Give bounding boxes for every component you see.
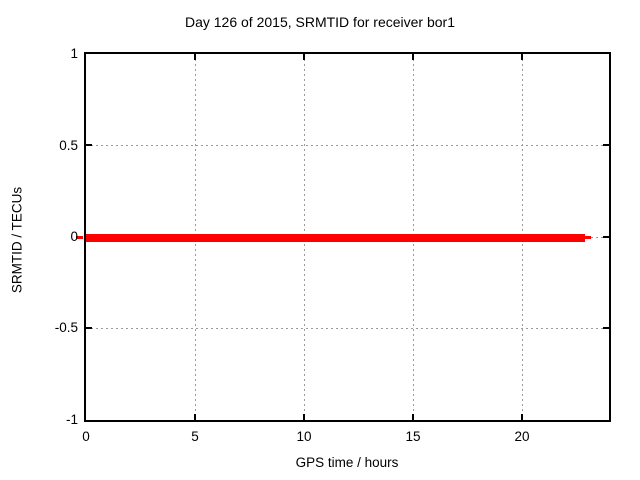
tick-mark — [521, 54, 523, 60]
gridline-horizontal-0p5 — [86, 145, 609, 146]
tick-mark — [603, 144, 609, 146]
gridline-horizontal-neg0p5 — [86, 328, 609, 329]
x-tick-label: 15 — [405, 429, 421, 444]
tick-mark — [412, 414, 414, 420]
x-tick-label: 20 — [514, 429, 530, 444]
x-tick-label: 5 — [191, 429, 199, 444]
tick-mark — [194, 414, 196, 420]
y-tick-label: 1 — [70, 46, 78, 61]
tick-mark — [194, 54, 196, 60]
x-tick-label: 0 — [82, 429, 90, 444]
data-series-line-start-cap — [76, 236, 83, 239]
data-series-line-end-cap — [585, 236, 591, 239]
tick-mark — [303, 54, 305, 60]
plot-area — [84, 52, 611, 422]
y-tick-label: 0 — [70, 229, 78, 244]
y-tick-label: -1 — [65, 412, 78, 427]
x-tick-label: 10 — [296, 429, 312, 444]
tick-mark — [86, 144, 92, 146]
x-axis-label: GPS time / hours — [295, 455, 399, 470]
tick-mark — [412, 54, 414, 60]
y-tick-label: 0.5 — [59, 138, 78, 153]
tick-mark — [86, 327, 92, 329]
y-axis-label: SRMTID / TECUs — [9, 186, 25, 294]
y-tick-label: -0.5 — [54, 320, 78, 335]
tick-mark — [603, 236, 609, 238]
data-series-line — [86, 234, 585, 242]
chart-title: Day 126 of 2015, SRMTID for receiver bor… — [184, 14, 455, 30]
tick-mark — [521, 414, 523, 420]
tick-mark — [603, 327, 609, 329]
tick-mark — [303, 414, 305, 420]
